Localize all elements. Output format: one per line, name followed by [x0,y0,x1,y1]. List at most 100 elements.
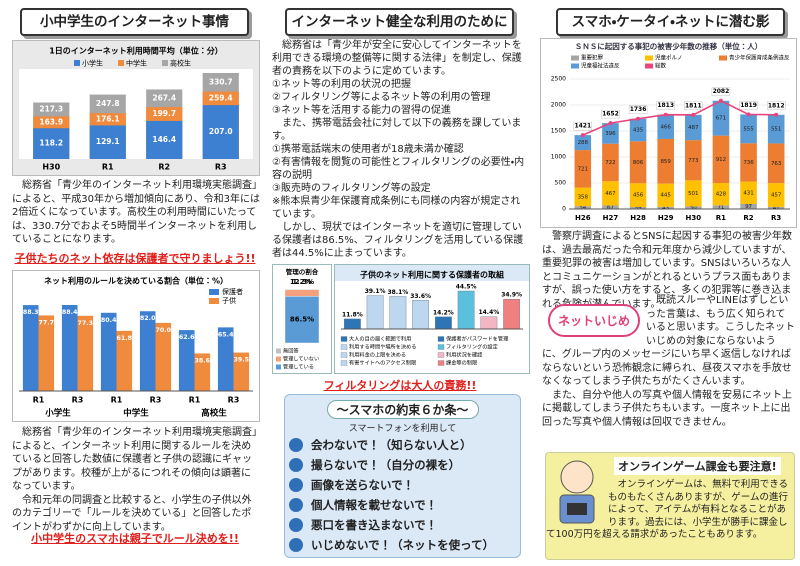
bar-segment [740,181,757,204]
legend-label: 児童ポルノ [655,54,683,62]
x-tick-label: R3 [215,163,227,172]
value-label: 456 [633,193,644,199]
legend-swatch [437,344,445,350]
line-point [691,112,696,117]
value-label: 806 [633,160,644,166]
value-label: 428 [716,192,727,198]
legend-label: 子供 [222,296,236,305]
duty-item: ①ネット等の利用の状況の把握 [272,79,411,90]
bar-segment [602,143,619,182]
bar-segment [629,206,647,209]
chart-panel: 管理の割合 86.5% 12.3% 1.2% 無回答 管理していない 管理している [272,264,332,374]
legend-label: 利用料金の上限を決める [349,351,406,359]
value-label: 80.4 [101,317,117,324]
legend-label: 高校生 [170,59,191,68]
value-label: 54 [579,205,586,211]
legend-label: 重要犯罪 [581,54,604,62]
value-label: 163.9 [39,117,63,126]
value-label: 43 [662,205,669,211]
line-point [608,121,613,126]
duty-item: ①携帯電話端末の使用者が18歳未満か確認 [272,144,464,155]
value-label: 466 [660,124,671,130]
bar-segment [767,114,785,144]
chart-title: 子供のネット利用に関する保護者の取組 [360,270,504,280]
bar-segment [284,289,320,297]
bar [217,327,234,391]
bar-segment [767,183,785,207]
chart: 1日のインターネット利用時間平均（単位：分） 小学生 中学生 高校生 118.2 163.… [19,46,253,172]
promise-item: 個人情報を載せないで！ [285,495,520,515]
section-header: インターネット健全な利用のために [285,8,514,36]
chart-title: 1日のインターネット利用時間平均（単位：分） [49,46,223,56]
note: ※熊本県青少年保護育成条例にも同様の内容が規定されています。 [272,196,521,220]
value-label: 65.4 [218,331,234,338]
bar [139,311,156,391]
value-label: 97 [745,204,752,210]
paragraph: しかし、現状ではインターネットを適切に管理している保護者は86.5%、フィルタリ… [272,222,524,259]
value-label: 396 [605,131,616,137]
x-tick-label: R2 [743,214,753,222]
x-tick-label: R3 [228,396,240,405]
value-label: 487 [688,125,699,131]
bar-segment [284,288,320,290]
value-label: 77.3 [78,320,94,327]
bar [457,290,475,330]
group-label: 中学生 [123,408,149,419]
value-label: 67 [607,205,614,211]
x-tick-label: H29 [658,214,674,222]
legend-swatch [74,60,80,66]
value-label: 267.4 [152,93,176,102]
bar [155,322,172,391]
group-label: 高校生 [201,408,227,419]
bar-segment [284,296,320,344]
value-label: 50 [690,205,697,211]
value-label: 1736 [630,106,647,113]
bar-segment [657,206,674,209]
bar-segment [712,135,730,184]
legend-swatch [276,356,281,362]
value-label: 1813 [657,102,674,109]
legend-swatch [719,55,727,61]
bar [33,128,70,159]
text-block: 総務省「青少年のインターネット利用環境実態調査」によると、インターネット利用に関… [12,426,260,534]
value-label: 1.2% [292,278,311,286]
value-label: 14.4% [478,309,499,316]
bar [77,315,94,391]
bar-segment [740,203,757,209]
duty-item: ③販売時のフィルタリング等の設定 [272,183,431,194]
paragraph: 総務省は「青少年が安全に安心してインターネットを利用できる環境の整備等に関する法… [272,40,522,77]
badge-holder: ネットいじめ [542,294,646,344]
bar-segment [712,205,730,209]
legend-swatch [437,352,445,358]
bar [100,312,117,391]
bar [434,316,452,330]
x-tick-label: H30 [686,214,702,222]
bar-segment [574,206,592,209]
x-tick-label: R1 [111,396,123,405]
bar-segment [574,187,592,207]
value-label: 259.4 [209,93,233,102]
x-tick-label: H30 [42,163,60,172]
bar-segment [767,143,785,184]
value-label: 12.3% [290,278,314,286]
face [560,460,594,494]
promise-box: ～スマホの約束６か条～ スマートフォンを利用して 会わないで！（知らない人と）撮… [284,394,521,558]
value-label: 129.1 [96,137,120,146]
line-point [774,112,779,117]
x-tick-label: H28 [630,214,646,222]
value-label: 11.8% [342,311,363,318]
label-bg [656,101,675,110]
legend-label: 管理している [283,363,314,371]
bar-segment [574,135,592,151]
value-label: 912 [716,157,727,163]
line-point [746,112,751,117]
value-label: 176.1 [96,114,120,123]
bar-segment [574,150,592,188]
legend-label: 管理していない [283,355,319,363]
value-label: 217.3 [39,104,63,113]
x-tick-label: R2 [158,163,170,172]
bar [146,120,183,159]
